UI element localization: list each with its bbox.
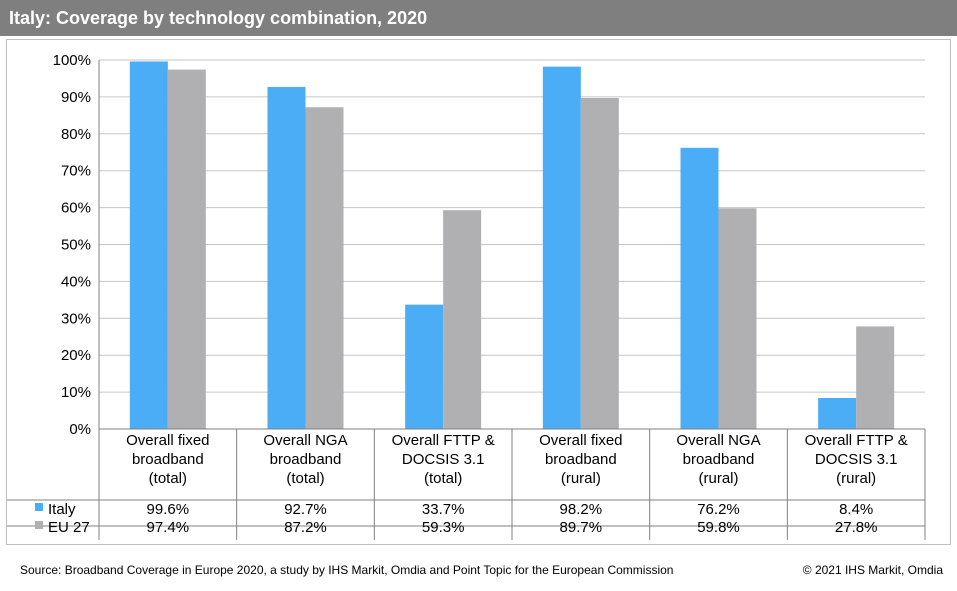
y-tick-label: 30% (61, 310, 91, 327)
x-category-label: Overall fixed (126, 432, 209, 449)
x-category-label: broadband (545, 451, 617, 468)
data-table-value: 92.7% (284, 501, 327, 518)
x-category-label: broadband (132, 451, 204, 468)
bar-chart: 0% 10% 20% 30% 40% 50% 60% 70% 80% 90% 100% Overall… (7, 52, 926, 540)
bar-eu27 (443, 210, 482, 429)
bar-eu27 (856, 326, 895, 429)
y-tick-label: 50% (61, 237, 91, 254)
data-table-value: 33.7% (422, 501, 465, 518)
data-table-value: 8.4% (839, 501, 873, 518)
y-tick-label: 20% (61, 347, 91, 364)
y-tick-label: 10% (61, 384, 91, 401)
bar-eu27 (580, 98, 619, 429)
data-table-value: 76.2% (697, 501, 740, 518)
bar-eu27 (305, 107, 344, 430)
data-table-value: 59.8% (697, 519, 740, 536)
y-tick-label: 80% (61, 126, 91, 143)
data-table-value: 98.2% (560, 501, 603, 518)
data-table-value: 87.2% (284, 519, 327, 536)
x-category-label: broadband (270, 451, 342, 468)
source-note: Source: Broadband Coverage in Europe 202… (20, 563, 674, 577)
x-category-label: (rural) (561, 470, 601, 487)
chart-panel: 0% 10% 20% 30% 40% 50% 60% 70% 80% 90% 100% Overall… (6, 39, 951, 545)
bar-italy (818, 398, 857, 429)
x-category-label: broadband (683, 451, 755, 468)
y-tick-label: 0% (69, 421, 91, 438)
x-category-label: Overall FTTP & (392, 432, 495, 449)
y-tick-label: 90% (61, 89, 91, 106)
data-table-value: 99.6% (147, 501, 190, 518)
x-category-label: Overall fixed (539, 432, 622, 449)
x-category-label: (total) (424, 470, 462, 487)
bar-italy (129, 61, 168, 429)
x-category-label: Overall FTTP & (805, 432, 908, 449)
x-category-label: (total) (286, 470, 324, 487)
x-category-label: DOCSIS 3.1 (402, 451, 485, 468)
legend-label-eu27: EU 27 (48, 519, 90, 536)
y-tick-label: 100% (53, 52, 91, 69)
data-table-value: 59.3% (422, 519, 465, 536)
bar-italy (542, 66, 581, 429)
bar-eu27 (718, 208, 757, 429)
chart-title: Italy: Coverage by technology combinatio… (0, 0, 957, 36)
bar-italy (405, 304, 444, 429)
legend-key-eu27 (35, 521, 43, 529)
copyright-note: © 2021 IHS Markit, Omdia (802, 563, 943, 577)
legend-key-italy (35, 503, 43, 511)
x-category-label: (total) (149, 470, 187, 487)
data-table-value: 97.4% (147, 519, 190, 536)
bar-italy (680, 147, 719, 429)
y-tick-label: 60% (61, 200, 91, 217)
legend-label-italy: Italy (48, 501, 76, 518)
bar-eu27 (167, 69, 206, 430)
y-tick-label: 40% (61, 273, 91, 290)
bar-italy (267, 86, 306, 429)
x-category-label: (rural) (699, 470, 739, 487)
x-category-label: DOCSIS 3.1 (815, 451, 898, 468)
x-category-label: (rural) (836, 470, 876, 487)
x-category-label: Overall NGA (676, 432, 760, 449)
data-table-value: 27.8% (835, 519, 878, 536)
x-category-label: Overall NGA (263, 432, 347, 449)
y-tick-label: 70% (61, 163, 91, 180)
data-table-value: 89.7% (560, 519, 603, 536)
